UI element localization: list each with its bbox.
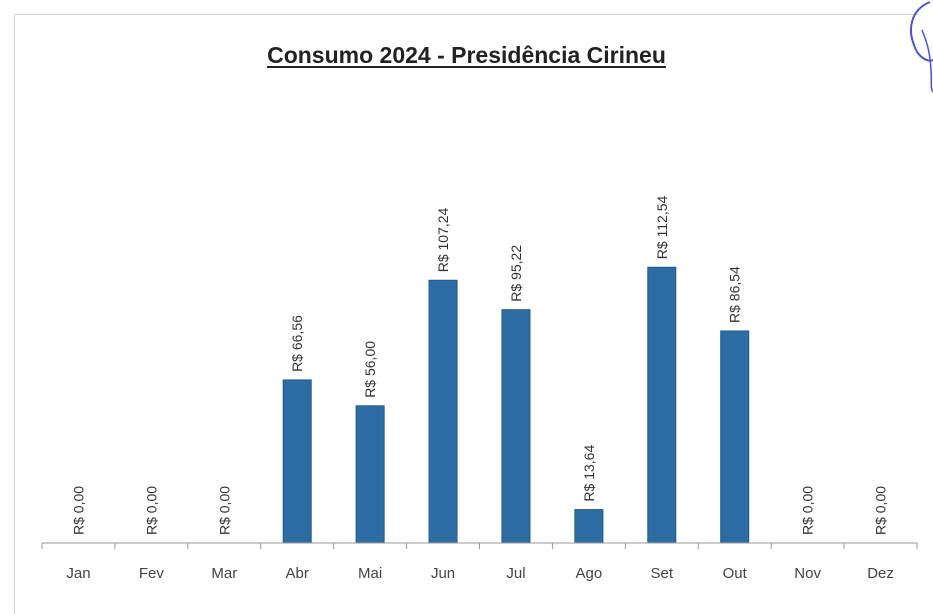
data-label-jan: R$ 0,00 (70, 486, 86, 535)
bar-out (720, 330, 750, 544)
x-tick-label-fev: Fev (139, 565, 165, 582)
signature-mark (910, 1, 933, 93)
x-axis: Jan Fev Mar Abr Mai Jun Jul Ago Set Out Nov Dez (41, 542, 918, 582)
bar-mai (355, 405, 385, 544)
data-label-fev: R$ 0,00 (143, 486, 159, 535)
data-label-set: R$ 112,54 (654, 195, 670, 259)
x-tick-label-abr: Abr (286, 565, 309, 582)
x-tick-label-jan: Jan (66, 565, 90, 582)
bar-jul (501, 309, 531, 544)
x-tick-label-dez: Dez (867, 565, 894, 582)
bar-set (647, 266, 677, 544)
data-label-abr: R$ 66,56 (289, 315, 305, 372)
x-tick-label-jun: Jun (431, 565, 455, 582)
x-tick-label-set: Set (651, 565, 674, 582)
bar-jun (428, 279, 458, 544)
x-tick-label-ago: Ago (576, 565, 603, 582)
data-label-ago: R$ 13,64 (581, 445, 597, 502)
data-label-mai: R$ 56,00 (362, 341, 378, 398)
data-label-dez: R$ 0,00 (873, 486, 889, 535)
x-tick-label-nov: Nov (794, 565, 821, 582)
data-label-out: R$ 86,54 (727, 266, 743, 323)
chart-frame (14, 14, 919, 614)
x-tick-label-out: Out (723, 565, 748, 582)
data-labels-layer: R$ 0,00 R$ 0,00 R$ 0,00 R$ 66,56 R$ 56,00 R$ … (70, 195, 888, 535)
data-label-mar: R$ 0,00 (216, 486, 232, 535)
data-label-jul: R$ 95,22 (508, 245, 524, 302)
x-tick-label-mar: Mar (211, 565, 237, 582)
chart-title: Consumo 2024 - Presidência Cirineu (267, 42, 666, 68)
bars-layer (282, 266, 750, 544)
bar-abr (282, 379, 312, 544)
data-label-jun: R$ 107,24 (435, 207, 451, 272)
x-tick-label-jul: Jul (506, 565, 525, 582)
bar-ago (574, 509, 604, 544)
data-label-nov: R$ 0,00 (800, 486, 816, 535)
x-tick-label-mai: Mai (358, 565, 382, 582)
